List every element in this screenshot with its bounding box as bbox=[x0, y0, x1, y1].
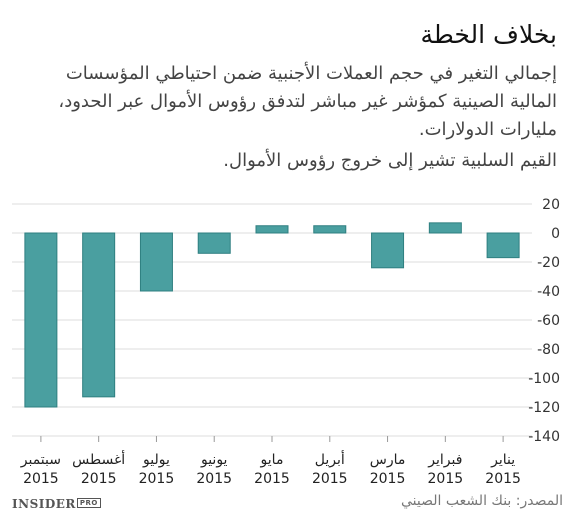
y-tick-label: -100 bbox=[528, 371, 560, 387]
bar bbox=[371, 232, 405, 269]
chart-note: القيم السلبية تشير إلى خروج رؤوس الأموال… bbox=[223, 150, 557, 171]
bar bbox=[197, 232, 231, 254]
x-category-label: يوليو bbox=[142, 452, 170, 468]
brand-suffix: PRO bbox=[76, 498, 101, 508]
x-category-year: 2015 bbox=[485, 471, 521, 487]
x-category-label: مايو bbox=[260, 452, 284, 468]
chart-title: بخلاف الخطة bbox=[420, 20, 558, 49]
x-category-year: 2015 bbox=[196, 471, 232, 487]
bar bbox=[486, 232, 520, 259]
bar bbox=[24, 232, 58, 408]
x-category-label: مارس bbox=[370, 452, 406, 468]
y-tick-label: 0 bbox=[551, 226, 560, 242]
bars bbox=[24, 222, 520, 408]
x-category-year: 2015 bbox=[428, 471, 464, 487]
chart-subtitle: إجمالي التغير في حجم العملات الأجنبية ضم… bbox=[58, 63, 557, 140]
source-note: المصدر: بنك الشعب الصيني bbox=[400, 493, 563, 509]
x-category-label: أغسطس bbox=[72, 450, 125, 468]
x-category-year: 2015 bbox=[312, 471, 348, 487]
y-tick-label: -80 bbox=[537, 342, 560, 358]
x-category-label: يونيو bbox=[200, 452, 228, 468]
y-tick-label: -120 bbox=[528, 400, 560, 416]
bar bbox=[139, 232, 173, 292]
y-tick-label: -20 bbox=[537, 255, 560, 271]
bar bbox=[82, 232, 116, 398]
x-axis-labels: سبتمبر 2015 أغسطس 2015 يوليو 2015 يونيو 2015 ماي… bbox=[20, 436, 521, 487]
x-category-label: أبريل bbox=[315, 450, 345, 468]
brand-name: INSIDER bbox=[12, 497, 76, 511]
x-category-year: 2015 bbox=[370, 471, 406, 487]
x-category-label: يناير bbox=[490, 452, 515, 468]
y-tick-label: 20 bbox=[542, 197, 560, 213]
bar bbox=[255, 225, 289, 234]
y-tick-label: -140 bbox=[528, 429, 560, 445]
bar bbox=[313, 225, 347, 234]
x-category-label: سبتمبر bbox=[20, 452, 61, 468]
y-tick-label: -40 bbox=[537, 284, 560, 300]
y-axis-ticks: 20 0 -20 -40 -60 -80 -100 -120 -140 bbox=[528, 197, 560, 445]
x-category-label: فبراير bbox=[427, 452, 462, 468]
x-category-year: 2015 bbox=[254, 471, 290, 487]
insider-logo: INSIDER PRO bbox=[12, 497, 101, 511]
x-category-year: 2015 bbox=[139, 471, 175, 487]
bar bbox=[428, 222, 462, 234]
x-category-year: 2015 bbox=[23, 471, 59, 487]
y-tick-label: -60 bbox=[537, 313, 560, 329]
x-category-year: 2015 bbox=[81, 471, 117, 487]
